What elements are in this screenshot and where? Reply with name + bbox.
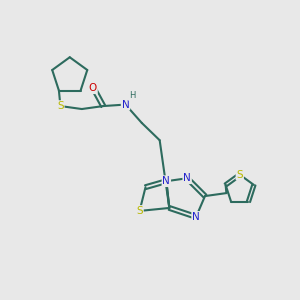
Text: O: O [89, 83, 97, 93]
Text: S: S [236, 170, 243, 180]
Text: N: N [192, 212, 200, 222]
Text: N: N [163, 176, 170, 186]
Text: S: S [136, 206, 143, 216]
Text: N: N [122, 100, 129, 110]
Text: N: N [183, 173, 191, 183]
Text: S: S [57, 101, 64, 111]
Text: H: H [129, 91, 135, 100]
